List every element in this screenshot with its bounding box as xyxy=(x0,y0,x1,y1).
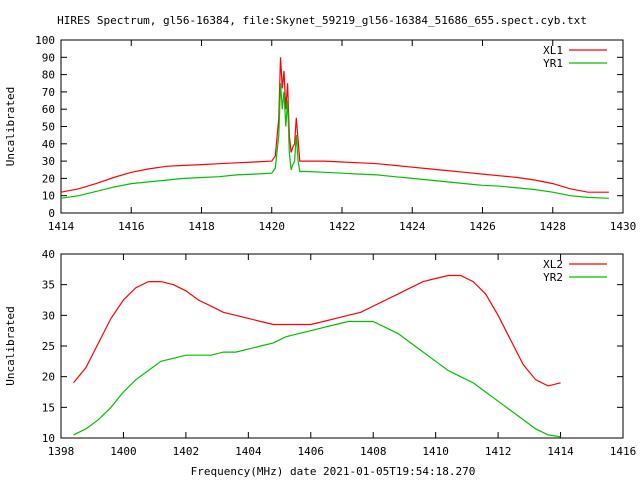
y-tick-label: 20 xyxy=(42,172,55,185)
y-tick-label: 30 xyxy=(42,309,55,322)
y-tick-label: 10 xyxy=(42,432,55,445)
series-line-yr1 xyxy=(60,83,609,199)
legend-label: XL1 xyxy=(543,44,563,57)
panel-1: 0 10 20 30 40 50 60 70 80 90 100 1414 1416 1418 1420 14… xyxy=(4,34,636,233)
x-tick-label: 1402 xyxy=(173,445,200,458)
x-tick-label: 1416 xyxy=(118,220,145,233)
chart-title: HIRES Spectrum, gl56-16384, file:Skynet_… xyxy=(57,14,587,27)
series-line-xl1 xyxy=(60,57,609,193)
plot-frame xyxy=(60,39,624,214)
series-line-xl2 xyxy=(73,274,561,387)
x-tick-label: 1426 xyxy=(469,220,496,233)
y-tick-label: 50 xyxy=(42,121,55,134)
x-tick-label: 1420 xyxy=(259,220,286,233)
x-tick-label: 1418 xyxy=(188,220,215,233)
x-tick-label: 1416 xyxy=(610,445,637,458)
y-tick-label: 90 xyxy=(42,51,55,64)
legend-label: YR1 xyxy=(543,57,563,70)
legend-label: XL2 xyxy=(543,258,563,271)
y-tick-label: 40 xyxy=(42,138,55,151)
y-tick-label: 35 xyxy=(42,279,55,292)
x-tick-label: 1428 xyxy=(540,220,567,233)
y-tick-label: 70 xyxy=(42,86,55,99)
y-tick-label: 10 xyxy=(42,190,55,203)
y-tick-label: 30 xyxy=(42,155,55,168)
x-tick-label: 1412 xyxy=(485,445,512,458)
x-tick-label: 1414 xyxy=(48,220,75,233)
y-tick-label: 25 xyxy=(42,340,55,353)
x-tick-label: 1404 xyxy=(235,445,262,458)
legend-label: YR2 xyxy=(543,271,563,284)
y-tick-label: 15 xyxy=(42,401,55,414)
y-tick-label: 0 xyxy=(48,207,55,220)
x-tick-label: 1408 xyxy=(360,445,387,458)
x-tick-label: 1424 xyxy=(399,220,426,233)
plot-frame xyxy=(60,253,624,439)
x-tick-label: 1406 xyxy=(298,445,325,458)
y-tick-label: 40 xyxy=(42,248,55,261)
x-tick-label: 1414 xyxy=(547,445,574,458)
y-tick-label: 60 xyxy=(42,103,55,116)
y-axis-label: Uncalibrated xyxy=(4,87,17,166)
y-tick-label: 80 xyxy=(42,69,55,82)
series-line-yr2 xyxy=(73,320,561,438)
y-tick-label: 20 xyxy=(42,371,55,384)
plot-panels: 0 10 20 30 40 50 60 70 80 90 100 1414 1416 1418 1420 14… xyxy=(4,34,636,458)
x-axis-label: Frequency(MHz) date 2021-01-05T19:54:18.… xyxy=(191,465,476,478)
x-tick-label: 1398 xyxy=(48,445,75,458)
panel-2: 10 15 20 25 30 35 40 1398 1400 1402 1404 1406 1408 14… xyxy=(4,248,636,458)
x-tick-label: 1430 xyxy=(610,220,637,233)
y-axis-label: Uncalibrated xyxy=(4,306,17,385)
x-tick-label: 1400 xyxy=(110,445,137,458)
x-tick-label: 1410 xyxy=(422,445,449,458)
y-tick-label: 100 xyxy=(35,34,55,47)
x-tick-label: 1422 xyxy=(329,220,356,233)
